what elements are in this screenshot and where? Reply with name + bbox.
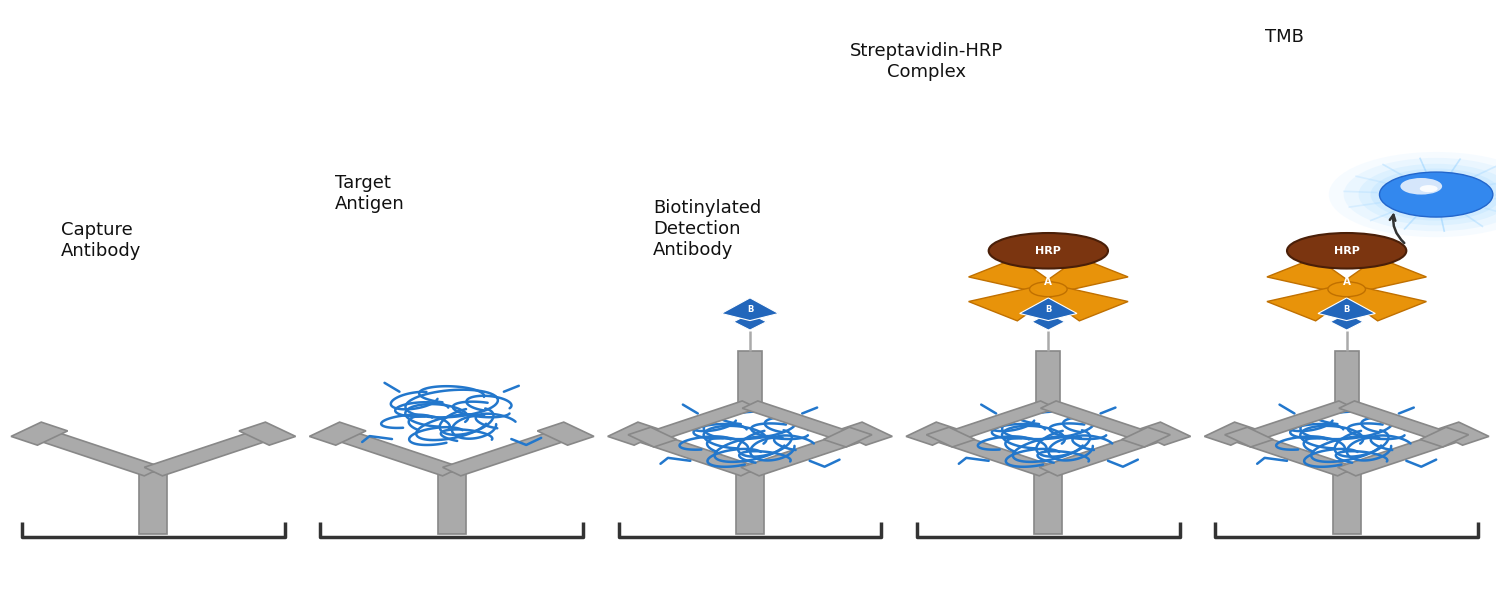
Text: A: A: [1342, 277, 1350, 287]
Polygon shape: [1330, 313, 1364, 330]
Polygon shape: [969, 286, 1058, 321]
Polygon shape: [1268, 257, 1356, 293]
Ellipse shape: [988, 233, 1108, 269]
Polygon shape: [1340, 401, 1452, 441]
Polygon shape: [738, 352, 762, 404]
Polygon shape: [1268, 286, 1356, 321]
Polygon shape: [1041, 401, 1154, 441]
Text: B: B: [1046, 305, 1052, 314]
Polygon shape: [836, 422, 892, 445]
Circle shape: [1420, 185, 1437, 192]
Polygon shape: [1224, 430, 1356, 476]
Text: A: A: [1044, 277, 1053, 287]
Polygon shape: [1224, 427, 1274, 447]
Polygon shape: [140, 472, 168, 534]
Text: B: B: [747, 305, 753, 314]
Polygon shape: [328, 430, 460, 476]
Text: TMB: TMB: [1264, 28, 1304, 46]
Circle shape: [1401, 178, 1441, 194]
Circle shape: [1328, 282, 1365, 296]
Circle shape: [1329, 152, 1500, 237]
Text: HRP: HRP: [1035, 246, 1062, 256]
Polygon shape: [238, 422, 296, 445]
Polygon shape: [734, 313, 766, 330]
Text: Target
Antigen: Target Antigen: [336, 174, 405, 213]
Polygon shape: [144, 430, 276, 476]
Polygon shape: [628, 427, 676, 447]
Polygon shape: [645, 401, 758, 441]
Polygon shape: [741, 430, 873, 476]
Polygon shape: [309, 422, 366, 445]
Polygon shape: [1338, 430, 1470, 476]
Polygon shape: [1040, 430, 1172, 476]
Text: Biotinylated
Detection
Antibody: Biotinylated Detection Antibody: [652, 199, 762, 259]
Polygon shape: [537, 422, 594, 445]
Circle shape: [1371, 169, 1500, 221]
Polygon shape: [1040, 286, 1128, 321]
Polygon shape: [1432, 422, 1490, 445]
Circle shape: [1029, 282, 1066, 296]
Polygon shape: [1318, 298, 1376, 320]
Circle shape: [1380, 172, 1492, 217]
Polygon shape: [608, 422, 664, 445]
Circle shape: [1359, 164, 1500, 226]
Polygon shape: [1420, 427, 1468, 447]
Polygon shape: [1036, 352, 1060, 404]
Polygon shape: [1338, 286, 1426, 321]
Polygon shape: [1335, 352, 1359, 404]
Text: HRP: HRP: [1334, 246, 1359, 256]
Text: Capture
Antibody: Capture Antibody: [62, 221, 141, 260]
Polygon shape: [30, 430, 162, 476]
Polygon shape: [926, 430, 1058, 476]
Polygon shape: [627, 430, 759, 476]
Polygon shape: [1040, 257, 1128, 293]
Polygon shape: [969, 257, 1058, 293]
Ellipse shape: [1287, 233, 1407, 269]
Polygon shape: [1204, 422, 1262, 445]
Polygon shape: [1122, 427, 1170, 447]
Polygon shape: [1020, 298, 1077, 320]
Polygon shape: [1134, 422, 1191, 445]
Text: Streptavidin-HRP
Complex: Streptavidin-HRP Complex: [849, 42, 1002, 81]
Polygon shape: [10, 422, 68, 445]
Text: B: B: [1344, 305, 1350, 314]
Polygon shape: [442, 430, 574, 476]
Circle shape: [1344, 158, 1500, 231]
Polygon shape: [1332, 472, 1360, 534]
Polygon shape: [736, 472, 764, 534]
Polygon shape: [944, 401, 1056, 441]
Polygon shape: [1034, 472, 1062, 534]
Polygon shape: [438, 472, 466, 534]
Polygon shape: [824, 427, 872, 447]
Polygon shape: [1032, 313, 1065, 330]
Polygon shape: [906, 422, 963, 445]
Polygon shape: [1338, 257, 1426, 293]
Polygon shape: [722, 298, 778, 320]
Polygon shape: [1240, 401, 1354, 441]
Polygon shape: [927, 427, 975, 447]
Polygon shape: [742, 401, 855, 441]
